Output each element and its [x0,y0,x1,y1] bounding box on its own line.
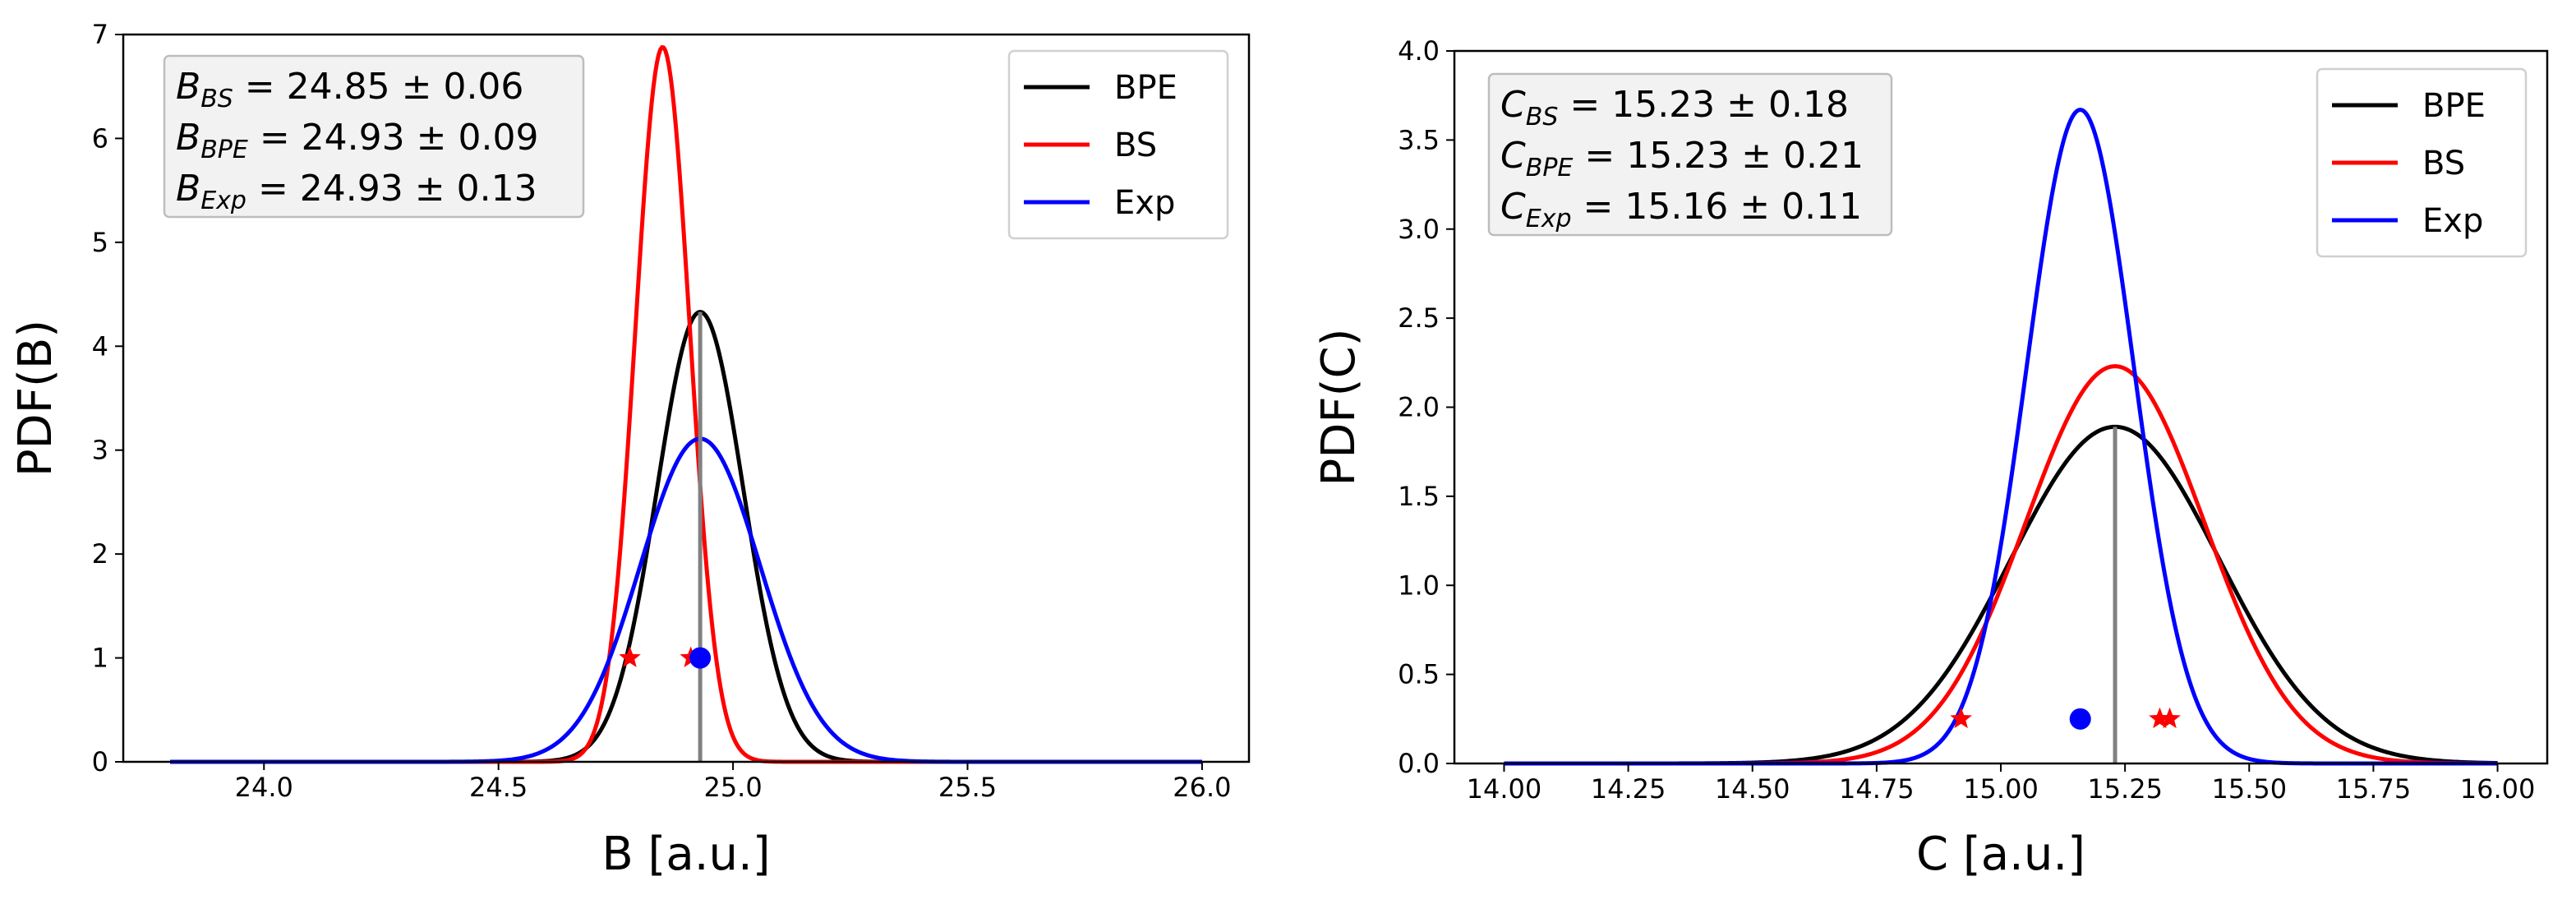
y-tick-label: 5 [92,227,108,258]
y-tick-label: 6 [92,122,108,154]
x-tick-label: 14.25 [1591,773,1666,805]
y-tick-label: 7 [92,19,108,50]
y-tick-label: 1.5 [1398,481,1440,512]
annotation-line: CBPE = 15.23 ± 0.21 [1500,135,1864,182]
series-line-bs [1503,364,2499,766]
y-axis-label: PDF(B) [9,320,62,477]
y-tick-label: 0.0 [1398,748,1440,779]
dot-marker [689,647,712,669]
legend [1007,49,1229,240]
star-marker [619,646,641,667]
x-tick-label: 26.0 [1173,772,1231,803]
y-tick-label: 3.0 [1398,214,1440,245]
axes-frame [122,33,1251,763]
y-tick-label: 2.5 [1398,302,1440,334]
y-tick-label: 3 [92,435,108,466]
legend-label-bs: BS [2422,145,2465,182]
annotation-line: CBS = 15.23 ± 0.18 [1500,84,1849,131]
y-tick-label: 0.5 [1398,659,1440,690]
star-marker [2149,707,2171,729]
y-tick-label: 2 [92,538,108,570]
series-line-exp [169,436,1203,764]
legend [2316,67,2528,258]
chart-c: 14.00 14.25 14.50 14.75 15.00 15.25 15.50 15.75… [1312,35,2549,881]
legend-label-bpe: BPE [1114,69,1177,107]
y-tick-label: 0 [92,746,108,777]
x-tick-label: 15.25 [2087,773,2163,805]
star-marker [1950,707,1972,729]
x-tick-label: 16.00 [2460,773,2536,805]
legend-label-bs: BS [1114,127,1157,164]
star-marker [2159,707,2181,729]
x-tick-label: 15.00 [1963,773,2039,805]
y-tick-label: 3.5 [1398,124,1440,155]
x-tick-label: 14.75 [1839,773,1915,805]
x-tick-label: 25.0 [703,772,762,803]
x-tick-label: 25.5 [938,772,997,803]
legend-label-exp: Exp [1114,184,1175,222]
x-tick-label: 15.50 [2211,773,2287,805]
y-tick-label: 1.0 [1398,570,1440,601]
chart-b: 24.0 24.5 25.0 25.5 26.0 0 1 2 3 4 5 6 7 B [a.u.] PDF(… [9,19,1251,881]
y-axis-label: PDF(C) [1312,329,1366,487]
x-tick-label: 14.00 [1467,773,1542,805]
x-tick-label: 24.0 [235,772,293,803]
y-tick-label: 1 [92,643,108,674]
annotation-line: CExp = 15.16 ± 0.11 [1500,186,1862,233]
annotation-box [163,54,585,219]
x-axis-label: C [a.u.] [1916,828,2085,881]
y-tick-label: 4 [92,330,108,362]
annotation-line: BExp = 24.93 ± 0.13 [176,168,537,215]
x-axis-label: B [a.u.] [601,828,770,881]
series-line-bpe [1503,424,2499,766]
x-tick-label: 15.75 [2336,773,2412,805]
legend-label-bpe: BPE [2422,87,2486,125]
y-tick-label: 2.0 [1398,392,1440,423]
annotation-line: BBS = 24.85 ± 0.06 [176,66,523,113]
x-tick-label: 24.5 [469,772,528,803]
legend-label-exp: Exp [2422,202,2483,240]
dot-marker [2069,708,2091,730]
y-tick-label: 4.0 [1398,35,1440,67]
annotation-line: BBPE = 24.93 ± 0.09 [176,117,538,164]
x-tick-label: 14.50 [1715,773,1790,805]
series-line-bpe [169,310,1203,764]
annotation-box [1487,72,1893,237]
